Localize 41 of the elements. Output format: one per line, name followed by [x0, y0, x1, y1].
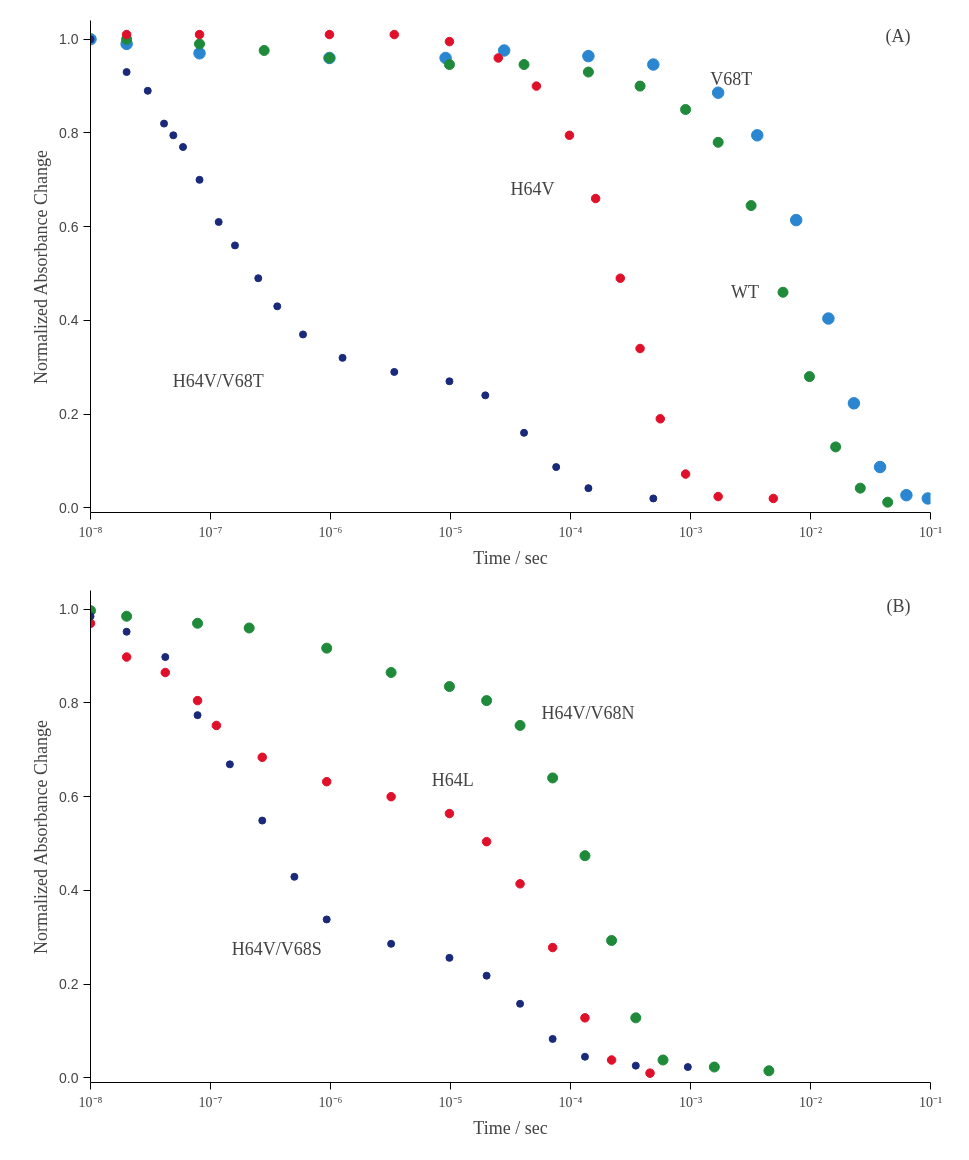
- chart-title: (B): [886, 595, 911, 617]
- x-axis-title: Time / sec: [473, 547, 548, 568]
- x-tick-label: 10⁻⁵: [438, 1094, 463, 1110]
- series-label: H64V/V68N: [541, 703, 635, 724]
- y-tick-label: 1.0: [59, 601, 79, 618]
- y-tick-label: 0.6: [59, 218, 79, 235]
- y-tick-label: 0.4: [59, 882, 79, 899]
- x-tick-label: 10⁻¹: [918, 1094, 943, 1110]
- x-tick-label: 10⁻⁸: [78, 524, 103, 540]
- y-tick-label: 0.8: [59, 124, 79, 141]
- x-tick-label: 10⁻²: [798, 1094, 823, 1110]
- x-tick-label: 10⁻⁷: [198, 524, 223, 540]
- x-tick-label: 10⁻⁶: [318, 524, 343, 540]
- x-tick-label: 10⁻¹: [918, 524, 943, 540]
- y-tick-label: 0.2: [59, 976, 79, 993]
- series-label: H64L: [431, 769, 474, 790]
- x-tick-label: 10⁻²: [798, 524, 823, 540]
- y-tick-label: 0.0: [59, 1069, 79, 1086]
- x-tick-label: 10⁻³: [678, 524, 703, 540]
- x-tick-label: 10⁻⁴: [558, 1094, 583, 1110]
- y-tick-label: 0.4: [59, 312, 79, 329]
- x-tick-label: 10⁻⁶: [318, 1094, 343, 1110]
- y-tick-label: 0.2: [59, 406, 79, 423]
- y-tick-label: 1.0: [59, 31, 79, 48]
- x-tick-label: 10⁻⁵: [438, 524, 463, 540]
- text: H64V/V68T: [172, 371, 264, 392]
- y-axis-title: Normalized Absorbance Change: [31, 150, 52, 384]
- y-tick-label: 0.6: [59, 788, 79, 805]
- x-axis-title: Time / sec: [473, 1117, 548, 1138]
- x-tick-label: 10⁻³: [678, 1094, 703, 1110]
- text: H64V: [510, 179, 555, 200]
- chart-title: (A): [885, 25, 911, 47]
- x-tick-label: 10⁻⁴: [558, 524, 583, 540]
- x-tick-label: 10⁻⁸: [78, 1094, 103, 1110]
- y-tick-label: 0.0: [59, 499, 79, 516]
- series-label: H64V/V68S: [231, 939, 322, 960]
- x-tick-label: 10⁻⁷: [198, 1094, 223, 1110]
- series-label: WT: [731, 282, 759, 303]
- y-axis-title: Normalized Absorbance Change: [31, 720, 52, 954]
- series-label: V68T: [710, 68, 753, 89]
- y-tick-label: 0.8: [59, 694, 79, 711]
